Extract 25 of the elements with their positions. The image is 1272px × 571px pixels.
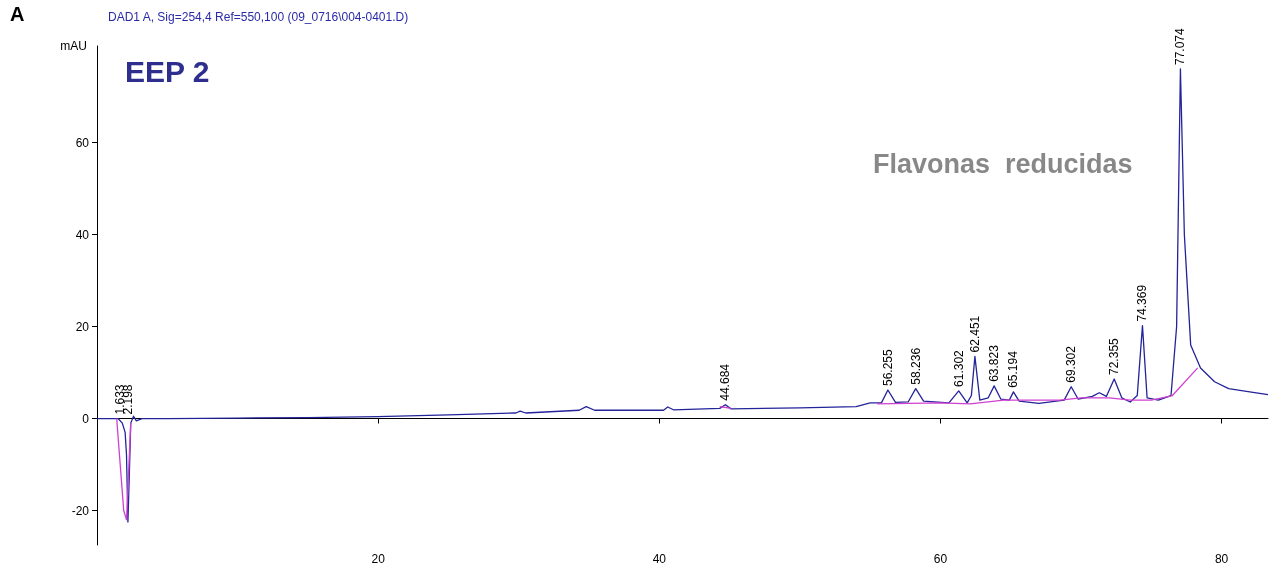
- annotation: 61.302: [951, 349, 966, 387]
- annotation: 56.255: [880, 348, 895, 387]
- annotation: 58.236: [908, 347, 923, 385]
- text: A: [10, 3, 25, 25]
- y-axis-title: mAU: [60, 39, 87, 53]
- x-tick-label: 80: [1214, 552, 1229, 566]
- y-tick-label: 60: [75, 135, 90, 150]
- annotation: 74.369: [1135, 284, 1150, 322]
- annotation: 63.823: [987, 344, 1002, 382]
- y-tick-label: -20: [71, 503, 90, 518]
- y-tick-label: 40: [75, 227, 90, 242]
- annotation: 62.451: [967, 315, 982, 353]
- annotation: 72.355: [1107, 337, 1122, 375]
- x-tick-label: 40: [652, 552, 667, 566]
- y-tick-label: 20: [75, 319, 90, 334]
- annotation: 44.684: [718, 363, 733, 401]
- annotation: 69.302: [1064, 345, 1079, 383]
- y-tick-label: 0: [82, 411, 90, 426]
- annotation: 77.074: [1173, 27, 1188, 65]
- annotation: EEP 2: [125, 54, 210, 88]
- annotation: Flavonas reducidas: [873, 148, 1133, 179]
- x-tick-label: 20: [371, 552, 386, 566]
- x-tick-label: 60: [933, 552, 948, 566]
- chart-title: DAD1 A, Sig=254,4 Ref=550,100 (09_0716\004-0401.D): [108, 10, 409, 24]
- annotation: 65.194: [1006, 350, 1021, 388]
